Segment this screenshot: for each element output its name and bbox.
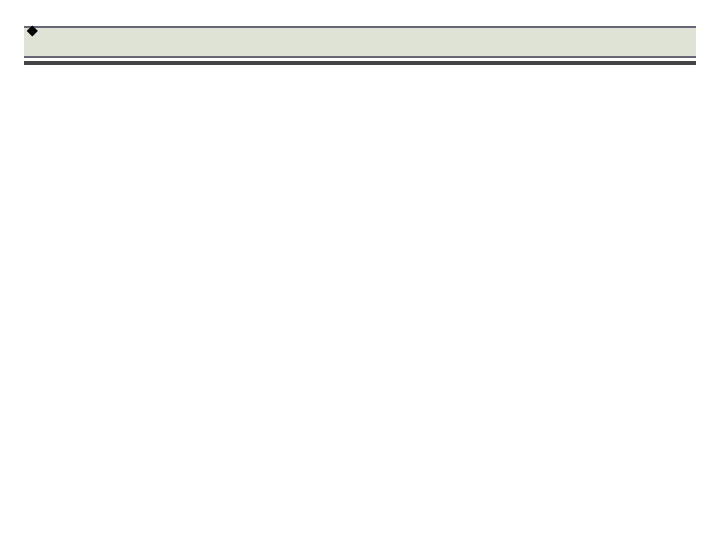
table-header-row xyxy=(24,27,696,57)
table-footer-rule xyxy=(24,57,696,63)
isomer-table-wrap xyxy=(24,26,696,65)
isomer-table xyxy=(24,26,696,65)
col-bp xyxy=(373,27,460,57)
col-refraction xyxy=(575,27,696,57)
col-density xyxy=(461,27,575,57)
col-structural-formula xyxy=(111,27,292,57)
col-mp xyxy=(293,27,374,57)
